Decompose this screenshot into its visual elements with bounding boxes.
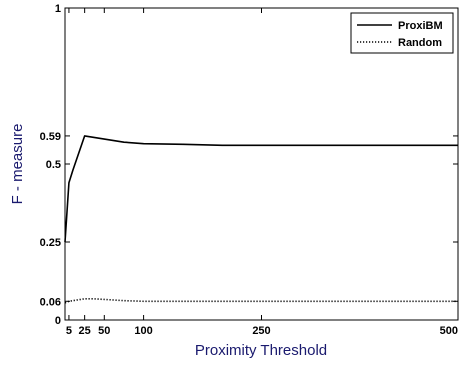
x-tick-label: 250 [252,325,270,337]
y-tick-label: 0.25 [40,237,61,249]
y-tick-label: 0 [55,315,61,327]
y-tick-label: 1 [55,3,61,15]
plot-area [65,8,458,320]
x-tick-label: 50 [98,325,110,337]
y-axis-title: F - measure [9,124,26,205]
x-axis-title: Proximity Threshold [195,342,327,359]
legend-label-random: Random [398,37,442,49]
legend-label-proxibm: ProxiBM [398,20,443,32]
x-tick-label: 500 [440,325,458,337]
x-tick-label: 5 [66,325,72,337]
y-tick-label: 0.59 [40,131,61,143]
y-tick-label: 0.5 [46,159,61,171]
x-tick-label: 100 [134,325,152,337]
legend: ProxiBM Random [351,13,453,53]
y-tick-label: 0.06 [40,296,61,308]
x-tick-label: 25 [79,325,91,337]
